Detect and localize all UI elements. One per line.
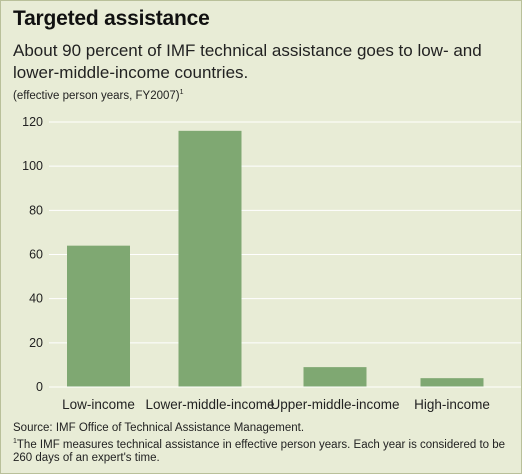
- y-tick-label: 80: [29, 203, 43, 217]
- x-axis-tick-labels: Low-income Lower-middle-incomeUpper-middl…: [62, 397, 490, 412]
- y-axis-tick-labels: 0 20 40 60 80 100 120: [22, 115, 43, 394]
- unit-label-text: (effective person years, FY2007): [13, 89, 180, 102]
- gridlines: [49, 121, 521, 344]
- x-tick-label: Lower-middle-income: [145, 397, 274, 412]
- x-tick-label: Low-income: [62, 397, 135, 412]
- bar-lower-middle-income: [178, 130, 242, 388]
- y-tick-label: 20: [29, 336, 43, 350]
- x-tick-label: High-income: [414, 397, 490, 412]
- footnote-mark: 1: [13, 438, 17, 445]
- bar-upper-middle-income: [303, 367, 367, 387]
- bar-high-income: [420, 378, 484, 387]
- unit-footnote-mark: 1: [179, 89, 184, 96]
- y-tick-label: 60: [29, 248, 43, 262]
- chart-subtitle: About 90 percent of IMF technical assist…: [13, 41, 482, 82]
- chart-title: Targeted assistance: [13, 7, 210, 30]
- bars: [67, 130, 484, 388]
- x-tick-label: Upper-middle-income: [270, 397, 399, 412]
- footnote: 1The IMF measures technical assistance i…: [13, 435, 518, 465]
- y-tick-label: 40: [29, 292, 43, 306]
- source-note: Source: IMF Office of Technical Assistan…: [13, 422, 305, 434]
- bar-chart: 0 20 40 60 80 100 120 Low-income Lower-middle-i…: [22, 115, 521, 412]
- unit-label: (effective person years, FY2007)1: [13, 89, 184, 102]
- y-tick-label: 100: [22, 159, 43, 173]
- bar-low-income: [67, 245, 130, 387]
- y-tick-label: 120: [22, 115, 43, 129]
- footnote-text: The IMF measures technical assistance in…: [13, 438, 506, 464]
- y-tick-label: 0: [36, 380, 43, 394]
